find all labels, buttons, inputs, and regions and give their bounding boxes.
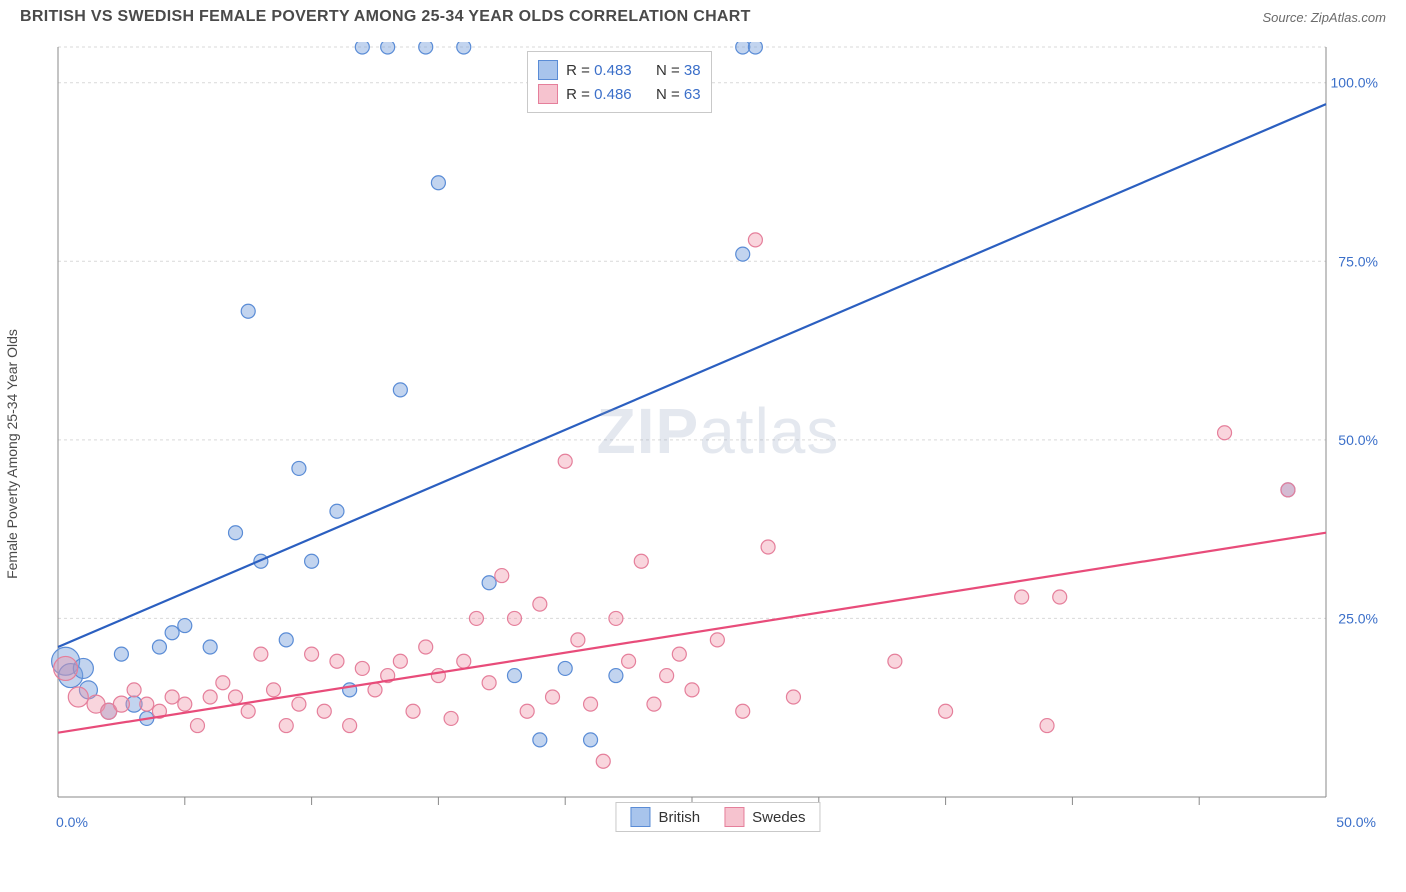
n-label: N = 38 (656, 62, 701, 79)
svg-text:75.0%: 75.0% (1338, 253, 1378, 269)
legend-label: British (658, 809, 700, 826)
legend-item: Swedes (724, 807, 805, 827)
legend-bottom: British Swedes (615, 802, 820, 832)
svg-text:50.0%: 50.0% (1336, 814, 1376, 830)
correlation-row: R = 0.483 N = 38 (538, 58, 700, 82)
source-name: ZipAtlas.com (1311, 10, 1386, 25)
r-label: R = 0.486 (566, 86, 631, 103)
svg-text:50.0%: 50.0% (1338, 432, 1378, 448)
scatter-chart: 0.0% 50.0% 25.0% 50.0% 75.0% 100.0% (50, 42, 1386, 852)
chart-header: BRITISH VS SWEDISH FEMALE POVERTY AMONG … (0, 0, 1406, 30)
series-swatch (538, 60, 558, 80)
legend-label: Swedes (752, 809, 805, 826)
r-label: R = 0.483 (566, 62, 631, 79)
legend-swatch (724, 807, 744, 827)
y-axis-label: Female Poverty Among 25-34 Year Olds (4, 329, 20, 579)
legend-item: British (630, 807, 700, 827)
correlation-row: R = 0.486 N = 63 (538, 82, 700, 106)
source-prefix: Source: (1262, 10, 1310, 25)
series-swatch (538, 84, 558, 104)
svg-text:100.0%: 100.0% (1331, 75, 1378, 91)
n-label: N = 63 (656, 86, 701, 103)
svg-text:0.0%: 0.0% (56, 814, 88, 830)
chart-container: 0.0%50.0%25.0%50.0%75.0%100.0% ZIPatlas … (50, 42, 1386, 852)
legend-swatch (630, 807, 650, 827)
chart-title: BRITISH VS SWEDISH FEMALE POVERTY AMONG … (20, 8, 751, 26)
chart-source: Source: ZipAtlas.com (1262, 10, 1386, 25)
correlation-box: R = 0.483 N = 38R = 0.486 N = 63 (527, 51, 711, 113)
svg-text:25.0%: 25.0% (1338, 610, 1378, 626)
